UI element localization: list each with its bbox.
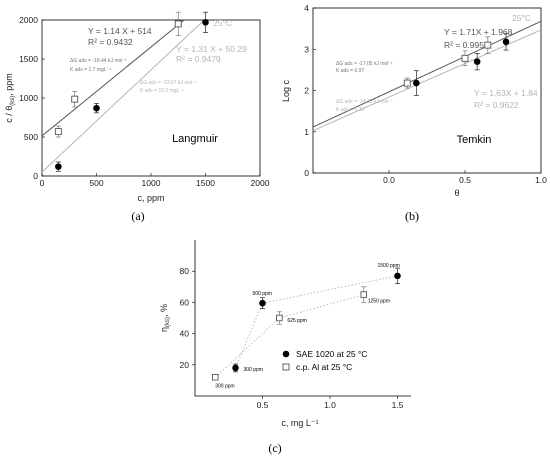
panel-a-x-tick-label: 0 <box>40 178 45 188</box>
panel-b-x-tick-label: 0.5 <box>459 175 471 185</box>
panel-b-fit-line-1 <box>312 20 542 128</box>
panel-b-y-tick-label: 0 <box>304 168 309 178</box>
legend-series-1-label: SAE 1020 at 25 °C <box>296 349 367 359</box>
panel-c-x-axis-label: c, mg L⁻¹ <box>281 418 318 428</box>
panel-c-y-tick-label: 40 <box>180 329 190 339</box>
panel-c-point-filled-circle <box>259 299 266 307</box>
panel-b-fit-1-k: K ads = 0.97 <box>336 68 364 74</box>
panel-b-point-open-square <box>403 79 411 87</box>
panel-b-isotherm-label: Temkin <box>457 134 492 146</box>
panel-c-y-axis-label: η(ks), % <box>159 304 171 332</box>
legend-filled-circle-marker <box>282 350 290 358</box>
panel-c-x-tick-label: 1.5 <box>392 400 404 410</box>
panel-a-point-open-square <box>174 20 182 28</box>
panel-a-y-tick-label: 1000 <box>19 93 38 103</box>
panel-a-fit-1-r2: R² = 0.9432 <box>88 37 133 47</box>
panel-c-point-label: 300 ppm <box>215 383 234 389</box>
panel-c-x-tick-label: 0.5 <box>257 400 269 410</box>
panel-b-point-filled-circle <box>502 38 510 46</box>
panel-a-y-tick-label: 500 <box>24 132 38 142</box>
panel-b-y-tick-label: 2 <box>304 86 309 96</box>
panel-b-fit-1-dg: ΔG ads = -17.05 kJ mol⁻¹ <box>336 61 393 67</box>
panel-a-caption: (a) <box>131 209 144 223</box>
panel-a-fit-1-dg: ΔG ads = -18.44 kJ mol⁻¹ <box>70 58 127 64</box>
panel-a-y-tick-label: 2000 <box>19 15 38 25</box>
panel-b-fit-1-r2: R² = 0.995 <box>444 40 484 50</box>
legend-open-square-marker <box>282 363 290 371</box>
panel-a-y-tick-label: 1500 <box>19 54 38 64</box>
panel-a-fit-2-k: K ads = 10.2 mgL⁻¹ <box>140 88 184 94</box>
panel-c-x-tick-label: 1.0 <box>324 400 336 410</box>
panel-c-point-label: 500 ppm <box>253 291 272 297</box>
panel-a-x-tick-label: 1500 <box>196 178 215 188</box>
panel-b-fit-2-r2: R² = 0.9622 <box>474 100 519 110</box>
panel-c-point-filled-circle <box>394 272 401 280</box>
panel-c-point-label: 625 ppm <box>287 318 306 324</box>
panel-a-y-axis-label: c / θ(ks), ppm <box>4 73 16 123</box>
panel-c-chart: 0.5 1.0 1.5 20 40 60 80 300 ppm 500 ppm 1500 ppm… <box>159 240 411 455</box>
panel-a-x-tick-label: 2000 <box>251 178 270 188</box>
panel-c-y-tick-label: 80 <box>180 266 190 276</box>
panel-b-y-tick-label: 3 <box>304 44 309 54</box>
panel-b-point-filled-circle <box>413 79 420 87</box>
panel-b-fit-2-k: K ads = 0.33 <box>336 107 364 113</box>
panel-b-chart: 0.0 0.5 1.0 0 1 2 3 4 θ Log c Temkin 25°C Y = 1… <box>281 3 547 223</box>
panel-a-x-axis-label: c, ppm <box>137 193 164 203</box>
panel-a-point-filled-circle <box>202 19 209 26</box>
panel-a-point-open-square <box>54 128 62 135</box>
panel-c-y-tick-label: 20 <box>180 360 190 370</box>
panel-b-fit-1-equation: Y = 1.71X + 1.968 <box>444 27 513 37</box>
panel-a-fit-2-dg: ΔG ads = -33.67 kJ mol⁻¹ <box>140 80 197 86</box>
panel-c-point-open-square <box>211 374 219 381</box>
panel-a-fit-1-k: K ads = 1.7 mgL⁻¹ <box>70 67 111 73</box>
panel-c-point-label: 300 ppm <box>244 367 263 373</box>
panel-b-caption: (b) <box>405 209 419 223</box>
panel-b-fit-2-dg: ΔG ads = -14.35 kJ mol⁻¹ <box>336 99 393 105</box>
panel-b-y-tick-label: 4 <box>304 3 309 13</box>
panel-a-fit-line-1 <box>41 19 185 137</box>
panel-b-fit-2-equation: Y = 1.63X + 1.84 <box>474 88 538 98</box>
panel-c-axes <box>194 240 411 397</box>
panel-c-point-filled-circle <box>232 364 239 372</box>
panel-c-point-label: 1500 ppm <box>378 263 400 269</box>
panel-b-fit-line-2 <box>312 29 542 132</box>
panel-b-point-open-square <box>461 54 469 62</box>
panel-a-point-filled-circle <box>55 163 62 170</box>
panel-a-fit-2-r2: R² = 0.9479 <box>176 54 221 64</box>
panel-a-x-tick-label: 500 <box>89 178 103 188</box>
panel-c-point-open-square <box>360 291 368 298</box>
panel-b-point-open-square <box>484 41 492 49</box>
panel-a-x-tick-label: 1000 <box>142 178 161 188</box>
panel-c-point-open-square <box>276 314 283 322</box>
panel-a-fit-1-equation: Y = 1.14 X + 514 <box>88 26 152 36</box>
panel-a-point-filled-circle <box>93 104 100 112</box>
panel-c-y-tick-label: 60 <box>180 297 190 307</box>
panel-b-x-tick-label: 0.0 <box>383 175 395 185</box>
panel-b-x-tick-label: 1.0 <box>535 175 547 185</box>
panel-b-point-filled-circle <box>473 58 481 65</box>
panel-a-point-open-square <box>71 95 79 103</box>
legend-series-2-label: c.p. Al at 25 °C <box>296 362 352 372</box>
panel-b-temperature-label: 25°C <box>512 13 531 23</box>
panel-a-y-tick-label: 0 <box>33 171 38 181</box>
panel-c-series-2-dotted-line <box>214 294 364 378</box>
panel-a-isotherm-label: Langmuir <box>172 133 218 145</box>
panel-a-fit-2-equation: Y = 1.31 X + 50.29 <box>176 44 247 54</box>
panel-b-y-axis-label: Log c <box>281 79 291 102</box>
panel-b-x-axis-label: θ <box>454 188 459 198</box>
panel-a-fit-line-2 <box>41 19 205 173</box>
panel-a-temperature-label: 25°C <box>213 18 232 28</box>
panel-b-y-tick-label: 1 <box>304 127 309 137</box>
panel-c-caption: (c) <box>268 441 281 455</box>
panel-c-point-label: 1250 ppm <box>368 299 390 305</box>
panel-c-legend: SAE 1020 at 25 °C c.p. Al at 25 °C <box>282 349 367 372</box>
